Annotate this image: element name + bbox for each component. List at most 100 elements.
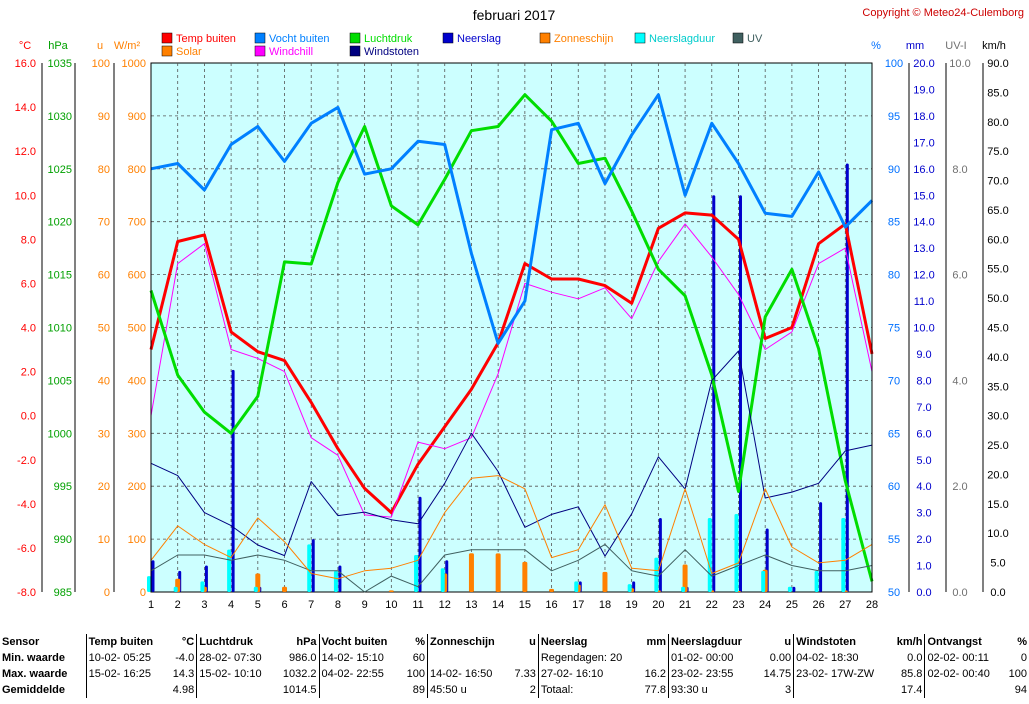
stats-cell: 10-02- 05:25 <box>85 650 167 666</box>
bar-neerslagduur <box>333 570 338 592</box>
tick-label-temp: 10.0 <box>15 190 36 202</box>
tick-label-rain: 19.0 <box>913 84 934 96</box>
tick-label-solar: 200 <box>128 481 146 493</box>
tick-label-wind: 0.0 <box>990 587 1005 599</box>
legend-swatch <box>254 32 266 44</box>
stats-cell: 89 <box>412 684 425 696</box>
x-tick-label: 8 <box>335 599 341 611</box>
stats-cell: 100 <box>1008 668 1027 680</box>
bar-neerslag <box>418 496 422 592</box>
bar-neerslag <box>231 369 235 592</box>
tick-label-humidity: 95 <box>888 111 900 123</box>
stats-cell: 23-02- 23:55 <box>668 666 757 682</box>
stats-cell: 14-02- 16:50 <box>427 666 509 682</box>
tick-label-humidity: 70 <box>888 375 900 387</box>
stats-cell: % <box>415 636 425 648</box>
tick-label-pressure: 985 <box>54 587 72 599</box>
line-luchtdruk <box>149 93 874 582</box>
stats-cell: 0.00 <box>769 652 792 664</box>
bar-neerslagduur <box>200 581 205 592</box>
bar-zonneschijn <box>468 553 474 592</box>
tick-label-uv: 4.0 <box>952 375 967 387</box>
axis-title-humidity: % <box>871 40 881 52</box>
x-tick-label: 17 <box>572 599 584 611</box>
tick-label-wind: 5.0 <box>990 558 1005 570</box>
chart-title: februari 2017 <box>473 7 556 23</box>
stats-cell: 3 <box>785 684 792 696</box>
x-tick-label: 22 <box>706 599 718 611</box>
stats-cell: 16.2 <box>644 668 667 680</box>
tick-label-humidity: 90 <box>888 164 900 176</box>
axis-title-pressure: hPa <box>48 40 68 52</box>
stats-cell: 01-02- 00:00 <box>668 650 757 666</box>
bar-neerslagduur <box>707 517 712 592</box>
tick-label-rain: 4.0 <box>916 481 931 493</box>
stats-cell: 93:30 u <box>668 682 757 698</box>
stats-cell: 02-02- 00:40 <box>924 666 1003 682</box>
bar-neerslagduur <box>574 581 579 592</box>
tick-label-temp: -6.0 <box>17 543 36 555</box>
tick-label-solar: 500 <box>128 323 146 335</box>
tick-label-rain: 1.0 <box>916 561 931 573</box>
tick-label-temp: 14.0 <box>15 102 36 114</box>
stats-cell: Vocht buiten <box>318 634 401 650</box>
tick-label-rain: 10.0 <box>913 323 934 335</box>
stats-cell: 0 <box>1020 652 1027 664</box>
stats-cell <box>508 650 538 666</box>
x-tick-label: 7 <box>308 599 314 611</box>
tick-label-rain: 2.0 <box>916 534 931 546</box>
legend-swatch <box>539 32 551 44</box>
tick-label-uv: 6.0 <box>952 270 967 282</box>
x-tick-label: 25 <box>786 599 798 611</box>
stats-cell: Totaal: <box>537 682 639 698</box>
x-tick-label: 11 <box>412 599 423 611</box>
stats-cell: Regendagen: 20 <box>537 650 639 666</box>
legend-swatch <box>349 45 361 57</box>
stats-cell <box>924 682 1003 698</box>
stats-cell: 23-02- 17W-ZW <box>793 666 890 682</box>
stats-cell: Windstoten <box>793 634 890 650</box>
tick-label-sunhours: 80 <box>98 164 110 176</box>
tick-label-rain: 15.0 <box>913 190 934 202</box>
tick-label-pressure: 1020 <box>48 217 72 229</box>
bar-zonneschijn <box>549 588 555 592</box>
x-tick-label: 18 <box>599 599 611 611</box>
tick-label-sunhours: 60 <box>98 270 110 282</box>
tick-label-sunhours: 0 <box>104 587 110 599</box>
legend-label: Windchill <box>269 46 313 58</box>
tick-label-wind: 50.0 <box>987 293 1008 305</box>
stats-cell: Ontvangst <box>924 634 1003 650</box>
bar-zonneschijn <box>495 553 501 592</box>
tick-label-wind: 70.0 <box>987 176 1008 188</box>
x-tick-label: 28 <box>866 599 878 611</box>
tick-label-sunhours: 30 <box>98 428 110 440</box>
axis-title-solar: W/m² <box>114 40 141 52</box>
bar-zonneschijn <box>522 561 528 592</box>
tick-label-rain: 18.0 <box>913 111 934 123</box>
x-tick-label: 6 <box>281 599 287 611</box>
tick-label-solar: 400 <box>128 375 146 387</box>
stats-cell <box>196 682 275 698</box>
tick-label-solar: 700 <box>128 217 146 229</box>
tick-label-rain: 9.0 <box>916 349 931 361</box>
tick-label-humidity: 75 <box>888 323 900 335</box>
legend-swatch <box>732 32 744 44</box>
bar-neerslagduur <box>681 586 686 592</box>
bar-neerslag <box>738 195 742 592</box>
tick-label-wind: 55.0 <box>987 264 1008 276</box>
legend-label: Solar <box>176 46 202 58</box>
weather-chart: 16.014.012.010.08.06.04.02.00.0-2.0-4.0-… <box>14 7 1024 611</box>
legend-swatch <box>161 32 173 44</box>
tick-label-wind: 85.0 <box>987 87 1008 99</box>
tick-label-pressure: 995 <box>54 481 72 493</box>
stats-cell: % <box>1017 636 1027 648</box>
tick-label-sunhours: 10 <box>98 534 110 546</box>
tick-label-solar: 0 <box>140 587 146 599</box>
tick-label-wind: 10.0 <box>987 528 1008 540</box>
legend-label: UV <box>747 33 763 45</box>
tick-label-rain: 11.0 <box>914 296 935 308</box>
axes: 16.014.012.010.08.06.04.02.00.0-2.0-4.0-… <box>15 40 1009 611</box>
tick-label-uv: 0.0 <box>952 587 967 599</box>
stats-cell <box>793 682 890 698</box>
